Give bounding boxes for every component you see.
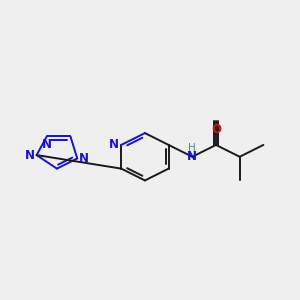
Text: N: N bbox=[187, 150, 197, 163]
Text: O: O bbox=[211, 123, 221, 136]
Text: N: N bbox=[42, 139, 52, 152]
Text: N: N bbox=[79, 152, 89, 165]
Text: H: H bbox=[188, 143, 196, 153]
Text: N: N bbox=[109, 138, 119, 152]
Text: N: N bbox=[25, 148, 34, 162]
